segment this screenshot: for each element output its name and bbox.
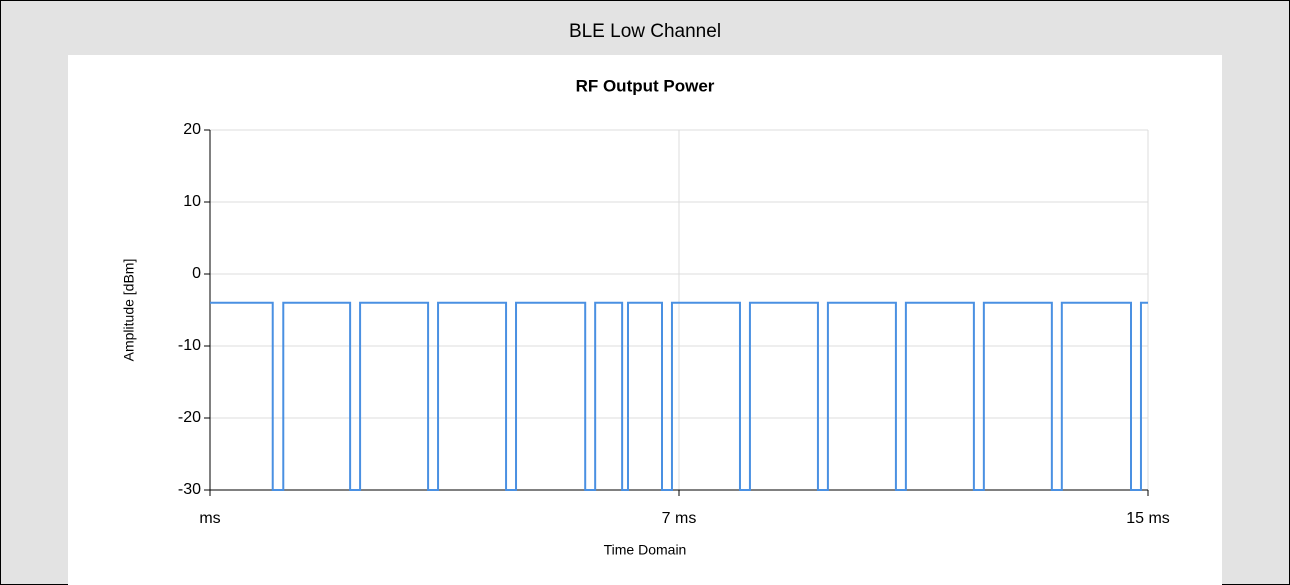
chart-panel	[68, 55, 1222, 585]
data-line	[210, 301, 1148, 491]
x-tick-label: 7 ms	[662, 510, 697, 527]
chart-title: RF Output Power	[576, 76, 715, 95]
x-tick-label: ms	[199, 510, 220, 527]
y-tick-label: -20	[178, 409, 201, 426]
y-tick-label: -30	[178, 481, 201, 498]
x-axis-label: Time Domain	[604, 542, 687, 558]
y-tick-label: 20	[183, 121, 201, 138]
x-tick-label: 15 ms	[1126, 510, 1170, 527]
y-tick-label: 0	[192, 265, 201, 282]
y-tick-label: 10	[183, 193, 201, 210]
y-tick-label: -10	[178, 337, 201, 354]
header: BLE Low Channel	[569, 21, 721, 42]
y-axis-label: Amplitude [dBm]	[121, 259, 137, 362]
